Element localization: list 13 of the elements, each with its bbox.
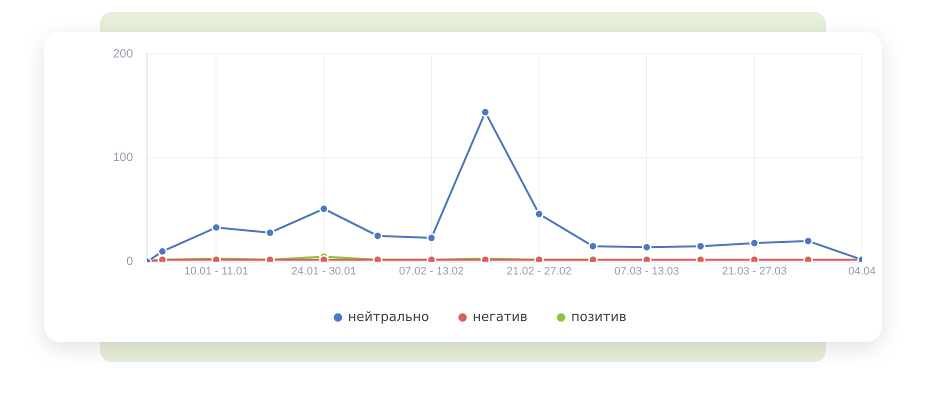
x-tick-label: 21.03 - 27.03 <box>722 265 787 278</box>
legend-label: нейтрально <box>348 310 430 325</box>
x-tick-label: 07.02 - 13.02 <box>399 265 464 278</box>
y-tick-label: 0 <box>126 254 134 268</box>
y-tick-label: 200 <box>112 46 134 60</box>
y-tick-label: 100 <box>112 150 134 164</box>
x-tick-label: 07.03 - 13.03 <box>614 265 680 278</box>
legend-label: негатив <box>472 310 528 325</box>
x-tick-label: 21.02 - 27.02 <box>506 265 572 278</box>
x-tick-label: 10.01 - 11.01 <box>184 265 248 278</box>
x-tick-label: 24.01 - 30.01 <box>291 265 356 278</box>
x-tick-label: 04.04 <box>848 265 876 278</box>
legend-label: позитив <box>571 310 627 325</box>
